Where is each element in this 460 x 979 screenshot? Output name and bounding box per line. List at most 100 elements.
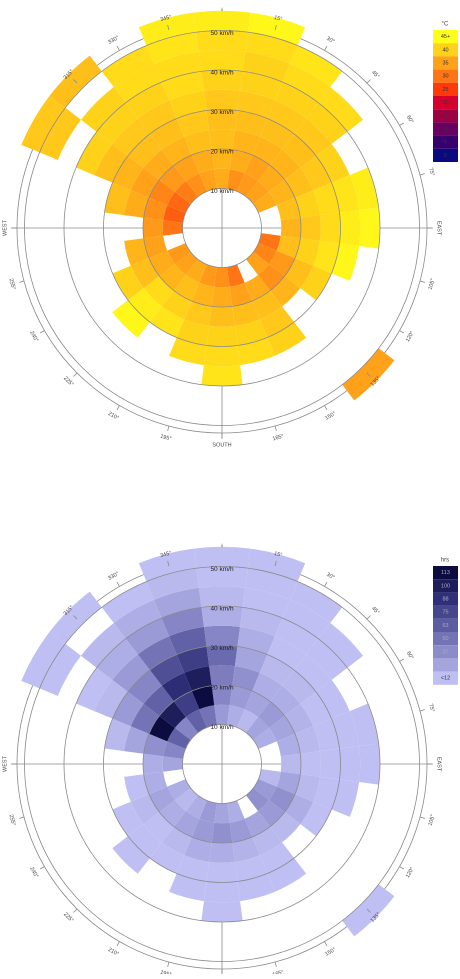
colorbar-swatch — [433, 30, 458, 44]
heat-cell — [146, 32, 199, 64]
heat-cell — [232, 666, 260, 692]
heat-cell — [174, 716, 198, 740]
compass-tick — [167, 425, 170, 431]
heat-cell — [76, 667, 113, 712]
heat-cell — [185, 795, 207, 819]
heat-cell — [276, 197, 301, 221]
speed-ring-label: 20 km/h — [210, 149, 234, 156]
heat-cell — [300, 155, 332, 191]
compass-label: 30° — [325, 36, 335, 45]
heat-cell — [193, 546, 251, 569]
heat-cell — [176, 646, 210, 673]
heat-cell — [112, 691, 144, 727]
heat-cell — [234, 110, 268, 137]
compass-tick — [73, 615, 78, 620]
colorbar-label: 25 — [442, 662, 448, 668]
heat-cell — [280, 217, 302, 239]
heat-cell — [39, 643, 81, 696]
heat-cell — [143, 685, 174, 716]
heat-cell — [229, 818, 253, 843]
heat-cell — [237, 709, 259, 733]
heat-cell — [258, 165, 285, 192]
compass-label: 330° — [107, 571, 120, 582]
heat-cell — [143, 812, 174, 843]
heat-cell — [318, 622, 364, 668]
heat-cell — [244, 691, 271, 717]
heat-cell — [269, 179, 295, 206]
compass-tick — [116, 581, 120, 587]
heat-cell — [229, 685, 253, 710]
heat-cell — [201, 901, 243, 922]
heat-cell — [159, 701, 186, 728]
heat-cell — [143, 235, 168, 259]
compass-tick — [73, 908, 78, 913]
heat-cell — [173, 811, 200, 837]
heat-cell — [318, 86, 364, 132]
compass-label: 345° — [160, 14, 173, 23]
compass-tick — [419, 280, 425, 283]
speed-ring-label: 30 km/h — [210, 109, 234, 116]
heat-cell — [176, 319, 210, 346]
heat-cell — [94, 679, 128, 719]
heat-cell — [167, 243, 191, 265]
heat-cell — [359, 743, 380, 785]
compass-label: WEST — [2, 219, 8, 236]
heat-cell — [331, 243, 360, 281]
heat-cell — [104, 182, 131, 216]
heat-cell — [159, 264, 186, 291]
heat-cell — [196, 30, 248, 52]
heat-cell — [316, 143, 350, 183]
compass-tick — [399, 330, 405, 334]
heat-cell — [237, 873, 275, 902]
heat-cell — [176, 110, 210, 137]
compass-label: 60° — [405, 651, 414, 661]
heat-cell — [39, 107, 81, 160]
heat-cell — [94, 143, 128, 183]
heat-cell — [270, 149, 301, 180]
compass-label: 75° — [427, 167, 435, 177]
speed-ring — [24, 566, 420, 962]
heat-cell — [191, 818, 215, 843]
colorbar-label: 37 — [442, 649, 448, 655]
heat-cell — [112, 265, 144, 301]
compass-tick — [399, 122, 405, 126]
heat-cell — [232, 836, 260, 862]
compass-label: 75° — [427, 703, 435, 713]
speed-ring-label: 50 km/h — [210, 30, 234, 37]
heat-cell — [300, 751, 321, 777]
heat-cell — [176, 855, 210, 882]
heat-cell — [201, 606, 243, 627]
heat-cell — [149, 654, 185, 686]
speed-ring-label: 20 km/h — [210, 685, 234, 692]
heat-cell — [104, 718, 131, 752]
heat-cell — [113, 599, 162, 639]
heat-cell — [112, 654, 150, 692]
heat-cell — [124, 190, 150, 218]
heat-cell — [101, 581, 154, 623]
heat-cell — [96, 102, 138, 144]
heat-cell — [169, 626, 207, 655]
heat-cell — [319, 748, 341, 780]
heat-cell — [258, 233, 281, 251]
heat-cell — [274, 618, 319, 655]
heat-cell — [313, 718, 340, 752]
heat-cell — [300, 801, 332, 837]
heat-cell — [270, 685, 301, 716]
colorbar-swatch — [433, 632, 458, 646]
heat-cell — [191, 685, 215, 710]
heat-cell — [259, 118, 295, 150]
heat-cell — [211, 286, 233, 308]
compass-label: EAST — [436, 221, 442, 236]
heat-cell — [331, 779, 360, 817]
heat-cell — [167, 191, 191, 213]
heat-cell — [203, 345, 241, 367]
heat-cell — [125, 618, 170, 655]
heat-cell — [112, 300, 150, 338]
compass-tick — [39, 330, 45, 334]
compass-tick — [366, 615, 371, 620]
colorbar-swatch — [433, 82, 458, 96]
compass-tick — [274, 25, 277, 31]
compass-label: 105° — [428, 814, 437, 827]
heat-cell — [112, 836, 150, 874]
heat-cell — [174, 180, 198, 204]
